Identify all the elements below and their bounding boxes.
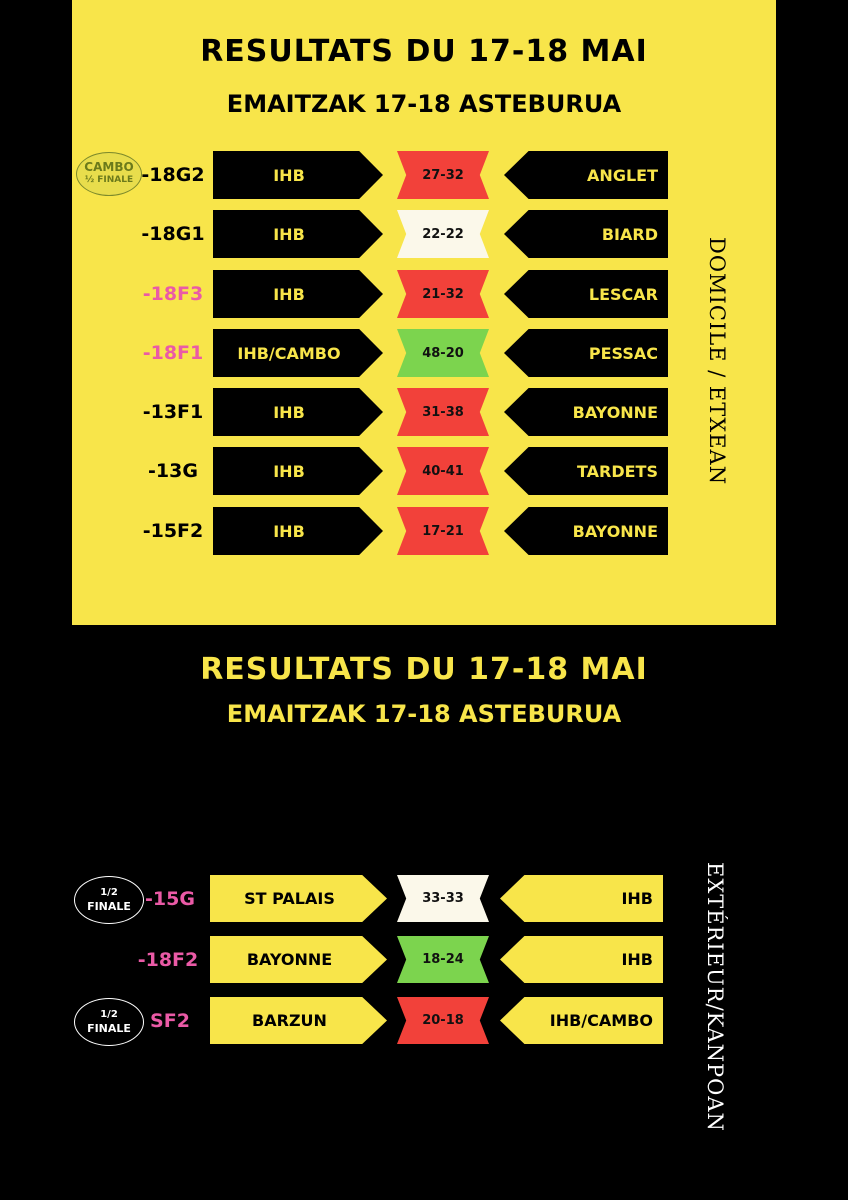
home-match-row: -18G2 IHB 27-32 ANGLET bbox=[0, 151, 848, 199]
away-team: BAYONNE bbox=[504, 507, 668, 555]
away-match-row: -18F2 BAYONNE 18-24 IHB bbox=[0, 936, 848, 984]
home-match-row: -18F1 IHB/CAMBO 48-20 PESSAC bbox=[0, 329, 848, 377]
home-team: IHB bbox=[213, 388, 383, 436]
home-team: IHB bbox=[213, 270, 383, 318]
home-match-row: -15F2 IHB 17-21 BAYONNE bbox=[0, 507, 848, 555]
category-label: -18F1 bbox=[142, 342, 204, 364]
category-label: -15G bbox=[145, 888, 195, 910]
home-match-row: -13F1 IHB 31-38 BAYONNE bbox=[0, 388, 848, 436]
semifinal-badge: 1/2 FINALE bbox=[74, 876, 144, 924]
home-subtitle: EMAITZAK 17-18 ASTEBURUA bbox=[226, 90, 622, 118]
score-badge: 17-21 bbox=[397, 507, 489, 555]
category-label: -18G1 bbox=[141, 223, 205, 245]
away-team: LESCAR bbox=[504, 270, 668, 318]
semifinal-badge: 1/2 FINALE bbox=[74, 998, 144, 1046]
score-badge: 22-22 bbox=[397, 210, 489, 258]
home-team: BARZUN bbox=[210, 997, 387, 1044]
score-badge: 27-32 bbox=[397, 151, 489, 199]
home-match-row: -18G1 IHB 22-22 BIARD bbox=[0, 210, 848, 258]
category-label: -15F2 bbox=[142, 520, 204, 542]
score-badge: 21-32 bbox=[397, 270, 489, 318]
score-badge: 31-38 bbox=[397, 388, 489, 436]
category-label: -13G bbox=[148, 460, 198, 482]
score-badge: 20-18 bbox=[397, 997, 489, 1044]
away-team: BAYONNE bbox=[504, 388, 668, 436]
badge-line1: 1/2 bbox=[100, 1009, 118, 1020]
away-team: ANGLET bbox=[504, 151, 668, 199]
score-badge: 33-33 bbox=[397, 875, 489, 922]
cambo-semifinal-badge: CAMBO ½ FINALE bbox=[76, 152, 142, 196]
away-match-row: -15G ST PALAIS 33-33 IHB bbox=[0, 875, 848, 923]
away-title: RESULTATS DU 17-18 MAI bbox=[200, 652, 648, 687]
away-team: PESSAC bbox=[504, 329, 668, 377]
home-match-row: -13G IHB 40-41 TARDETS bbox=[0, 447, 848, 495]
score-badge: 48-20 bbox=[397, 329, 489, 377]
home-team: IHB bbox=[213, 151, 383, 199]
score-badge: 18-24 bbox=[397, 936, 489, 983]
away-side-label: EXTÉRIEUR/KANPOAN bbox=[703, 862, 727, 1132]
home-team: IHB/CAMBO bbox=[213, 329, 383, 377]
category-label: -13F1 bbox=[142, 401, 204, 423]
home-match-row: -18F3 IHB 21-32 LESCAR bbox=[0, 270, 848, 318]
home-team: ST PALAIS bbox=[210, 875, 387, 922]
score-badge: 40-41 bbox=[397, 447, 489, 495]
away-team: TARDETS bbox=[504, 447, 668, 495]
category-label: -18G2 bbox=[141, 164, 205, 186]
away-team: IHB/CAMBO bbox=[500, 997, 663, 1044]
category-label: SF2 bbox=[150, 1010, 190, 1032]
badge-line2: FINALE bbox=[87, 900, 131, 913]
away-team: BIARD bbox=[504, 210, 668, 258]
away-team: IHB bbox=[500, 875, 663, 922]
home-title: RESULTATS DU 17-18 MAI bbox=[200, 34, 648, 69]
home-side-label: DOMICILE / ETXEAN bbox=[705, 237, 729, 486]
home-team: IHB bbox=[213, 507, 383, 555]
away-team: IHB bbox=[500, 936, 663, 983]
category-label: -18F2 bbox=[137, 949, 199, 971]
badge-line2: FINALE bbox=[87, 1022, 131, 1035]
home-team: IHB bbox=[213, 447, 383, 495]
away-subtitle: EMAITZAK 17-18 ASTEBURUA bbox=[226, 700, 622, 728]
category-label: -18F3 bbox=[142, 283, 204, 305]
badge-line1: 1/2 bbox=[100, 887, 118, 898]
home-team: BAYONNE bbox=[210, 936, 387, 983]
badge-line1: CAMBO bbox=[84, 160, 134, 174]
home-team: IHB bbox=[213, 210, 383, 258]
away-match-row: SF2 BARZUN 20-18 IHB/CAMBO bbox=[0, 997, 848, 1045]
badge-line2: ½ FINALE bbox=[84, 175, 134, 185]
